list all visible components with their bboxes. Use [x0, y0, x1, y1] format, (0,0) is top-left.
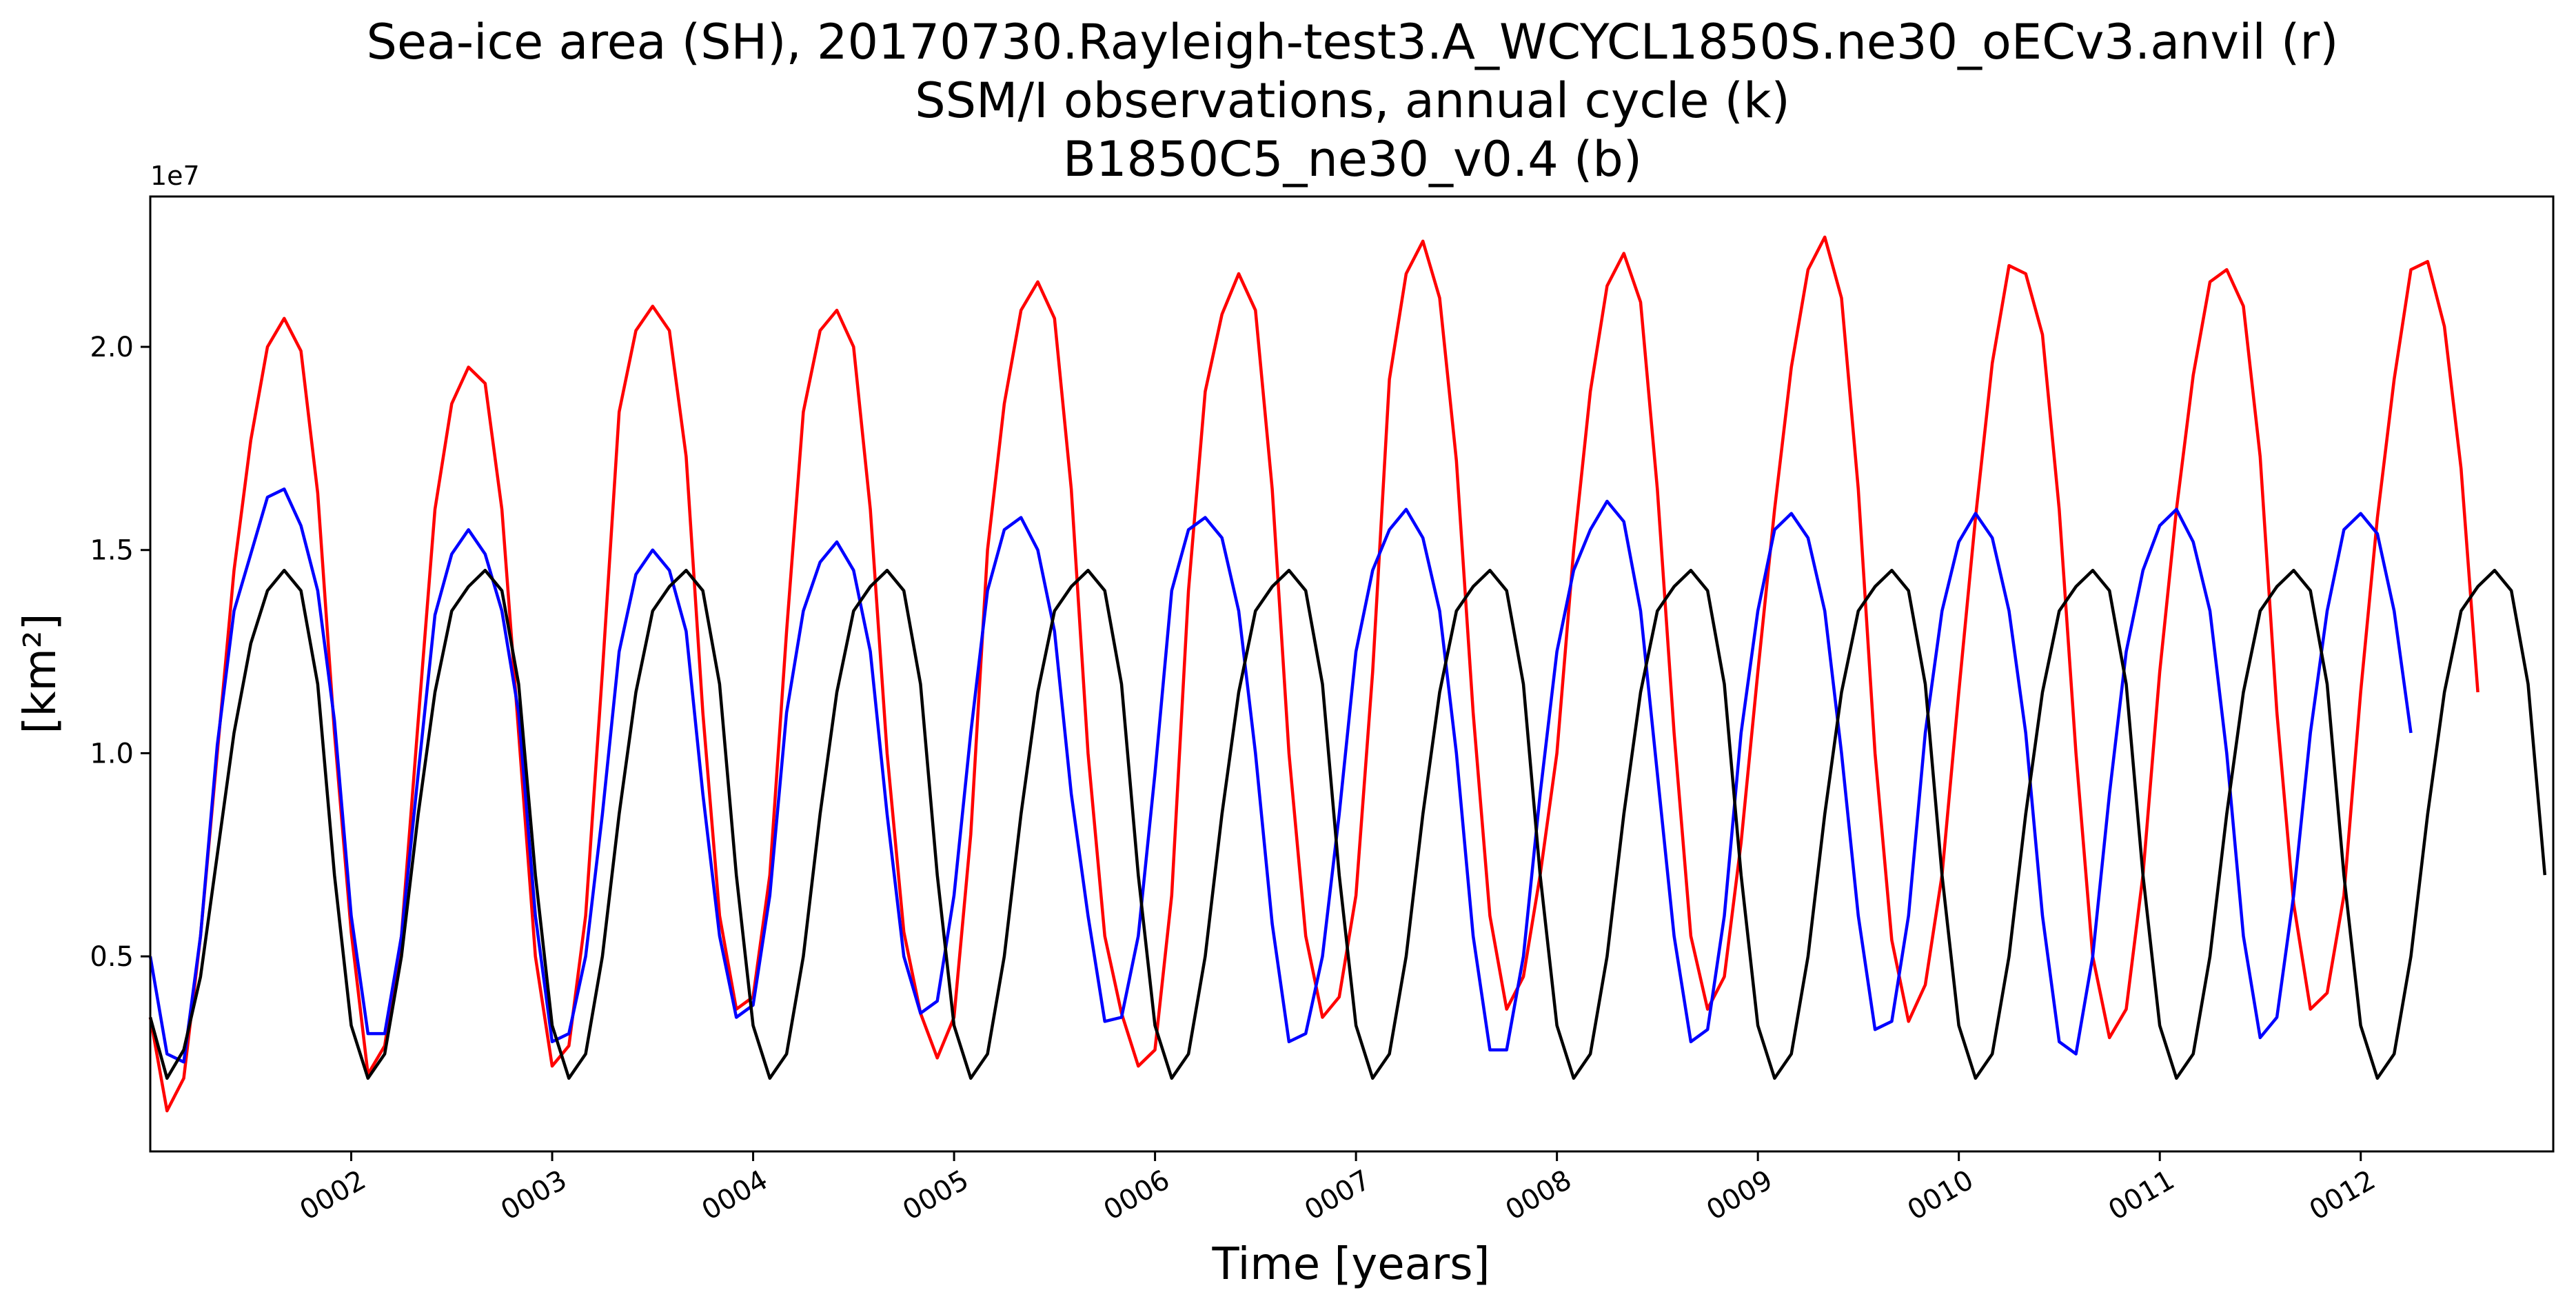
y-tick-label: 1.0 [90, 738, 134, 769]
series-line-2 [148, 487, 2413, 1064]
series-line-1 [148, 235, 2479, 1113]
title-line-1: Sea-ice area (SH), 20170730.Rayleigh-tes… [367, 14, 2339, 70]
y-tick-label: 2.0 [90, 332, 134, 363]
y-axis-ticks: 0.5 1.0 1.5 2.0 [90, 332, 150, 973]
title-line-3: B1850C5_ne30_v0.4 (b) [1063, 131, 1642, 188]
x-axis-label: Time [years] [1211, 1239, 1490, 1290]
chart-title: Sea-ice area (SH), 20170730.Rayleigh-tes… [367, 14, 2339, 188]
y-tick-label: 1.5 [90, 535, 134, 567]
series-layer [148, 235, 2547, 1113]
series-line-3 [148, 568, 2547, 1080]
plot-frame [149, 195, 2555, 1153]
y-axis-label: [km²] [15, 614, 66, 734]
y-tick-label: 0.5 [90, 941, 134, 973]
y-offset-label: 1e7 [150, 161, 200, 191]
title-line-2: SSM/I observations, annual cycle (k) [915, 72, 1790, 129]
